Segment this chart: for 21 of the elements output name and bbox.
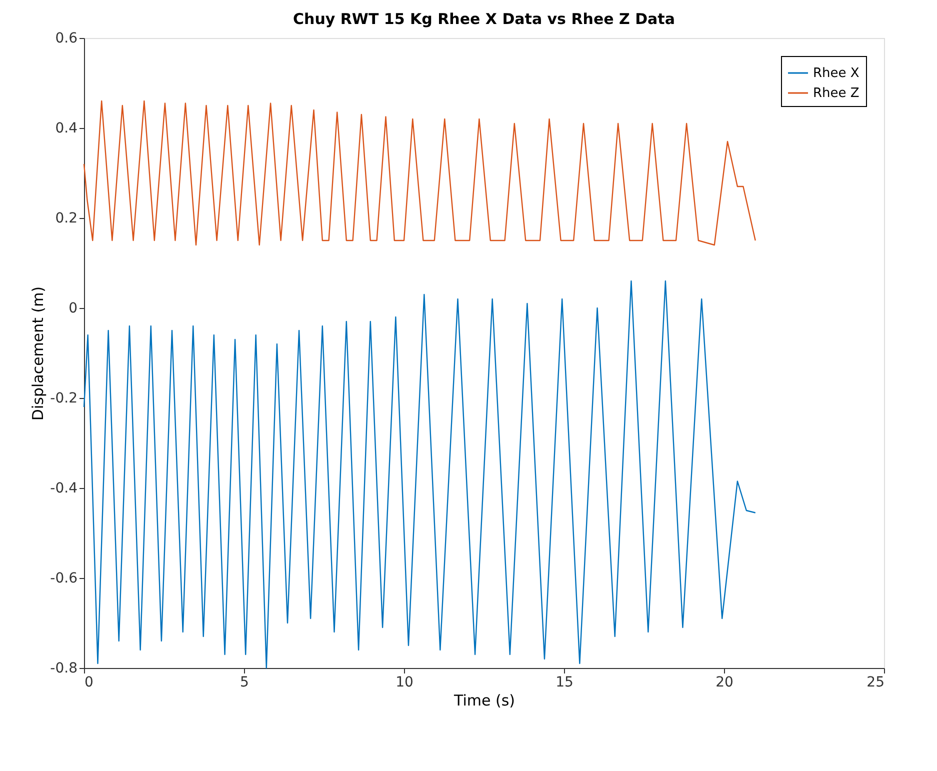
x-tick-label: 0: [84, 674, 94, 690]
y-tick-label: -0.6: [50, 570, 78, 586]
y-tick-label: -0.4: [50, 480, 78, 496]
line-series: [83, 100, 756, 246]
y-tick-label: 0.6: [55, 30, 78, 46]
x-tick-label: 15: [556, 674, 574, 690]
x-axis-title: Time (s): [453, 692, 515, 710]
x-tick-label: 5: [240, 674, 249, 690]
x-tick-label: 10: [396, 674, 414, 690]
y-tick-label: 0: [68, 300, 78, 316]
legend-label: Rhee X: [813, 66, 860, 81]
y-tick-label: 0.2: [55, 210, 78, 226]
y-tick-label: 0.4: [55, 120, 78, 136]
y-tick-label: -0.2: [50, 390, 78, 406]
line-series: [83, 280, 756, 669]
y-tick-label: -0.8: [50, 660, 78, 676]
legend-label: Rhee Z: [813, 86, 860, 101]
x-tick-label: 25: [866, 674, 884, 690]
chart-title: Chuy RWT 15 Kg Rhee X Data vs Rhee Z Data: [293, 10, 675, 28]
y-axis-title: Displacement (m): [29, 286, 48, 421]
x-tick-label: 20: [716, 674, 734, 690]
